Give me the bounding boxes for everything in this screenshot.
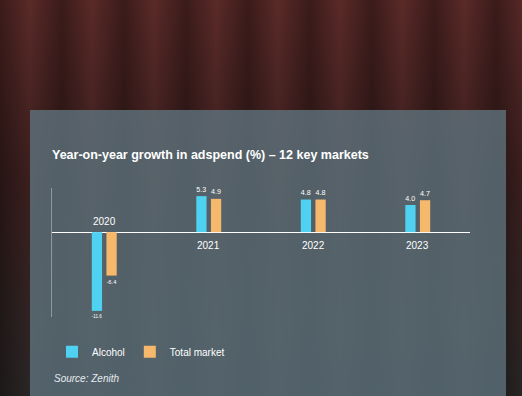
svg-text:4.7: 4.7 bbox=[420, 190, 430, 198]
svg-text:Alcohol: Alcohol bbox=[92, 347, 125, 358]
svg-text:4.8: 4.8 bbox=[301, 189, 311, 197]
svg-text:2023: 2023 bbox=[406, 240, 429, 251]
svg-text:2022: 2022 bbox=[302, 240, 325, 251]
svg-text:5.3: 5.3 bbox=[196, 186, 206, 194]
svg-text:Year-on-year growth in adspend: Year-on-year growth in adspend (%) – 12 … bbox=[52, 148, 369, 162]
svg-text:2020: 2020 bbox=[93, 216, 116, 227]
svg-text:4.9: 4.9 bbox=[211, 188, 221, 196]
svg-text:4.8: 4.8 bbox=[315, 189, 325, 197]
svg-text:Source: Zenith: Source: Zenith bbox=[54, 373, 119, 384]
svg-text:2021: 2021 bbox=[197, 240, 220, 251]
svg-text:-6.4: -6.4 bbox=[106, 279, 117, 285]
svg-text:-11.6: -11.6 bbox=[92, 314, 102, 319]
svg-text:4.0: 4.0 bbox=[405, 195, 415, 203]
svg-text:Total market: Total market bbox=[170, 347, 225, 358]
